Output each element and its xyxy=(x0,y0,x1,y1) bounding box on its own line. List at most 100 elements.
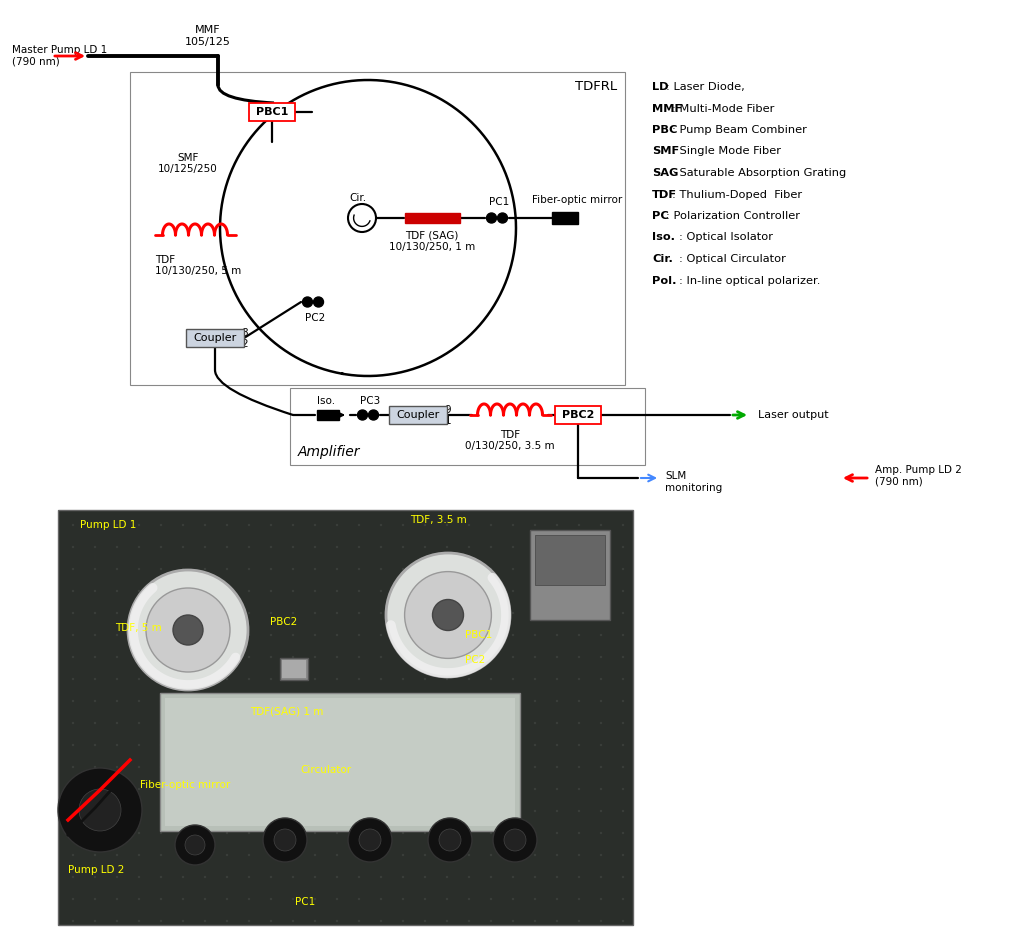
Circle shape xyxy=(72,920,74,922)
Bar xyxy=(249,103,295,121)
Circle shape xyxy=(600,788,602,791)
Circle shape xyxy=(401,766,404,768)
Circle shape xyxy=(600,722,602,724)
Circle shape xyxy=(116,876,118,878)
Circle shape xyxy=(489,634,493,637)
Circle shape xyxy=(138,788,140,791)
Circle shape xyxy=(336,920,338,922)
Circle shape xyxy=(489,700,493,702)
Circle shape xyxy=(269,590,272,593)
Circle shape xyxy=(468,854,470,856)
Circle shape xyxy=(380,854,382,856)
Text: MMF: MMF xyxy=(196,25,221,35)
Circle shape xyxy=(138,744,140,747)
Circle shape xyxy=(269,832,272,834)
Text: Cir.: Cir. xyxy=(349,193,367,203)
Circle shape xyxy=(380,809,382,812)
Circle shape xyxy=(116,700,118,702)
Circle shape xyxy=(204,854,206,856)
Circle shape xyxy=(489,612,493,614)
Circle shape xyxy=(489,524,493,526)
Circle shape xyxy=(401,876,404,878)
Circle shape xyxy=(248,546,250,548)
Circle shape xyxy=(380,634,382,637)
Circle shape xyxy=(556,634,558,637)
Circle shape xyxy=(468,809,470,812)
Text: Iso.: Iso. xyxy=(317,396,335,406)
Circle shape xyxy=(534,568,537,570)
Circle shape xyxy=(138,700,140,702)
Circle shape xyxy=(534,655,537,658)
Text: : Optical Isolator: : Optical Isolator xyxy=(679,233,773,242)
Text: 9: 9 xyxy=(444,405,452,415)
Circle shape xyxy=(182,678,184,680)
Circle shape xyxy=(313,546,316,548)
Circle shape xyxy=(512,634,514,637)
Circle shape xyxy=(94,722,96,724)
Circle shape xyxy=(600,744,602,747)
Circle shape xyxy=(357,876,360,878)
Circle shape xyxy=(72,612,74,614)
Circle shape xyxy=(248,788,250,791)
Circle shape xyxy=(94,612,96,614)
Circle shape xyxy=(556,722,558,724)
Circle shape xyxy=(534,678,537,680)
Circle shape xyxy=(226,832,228,834)
Bar xyxy=(186,329,244,347)
Circle shape xyxy=(292,898,294,901)
Circle shape xyxy=(226,854,228,856)
Circle shape xyxy=(622,612,625,614)
Circle shape xyxy=(445,788,449,791)
Circle shape xyxy=(357,590,360,593)
Circle shape xyxy=(58,768,142,852)
Circle shape xyxy=(226,546,228,548)
Circle shape xyxy=(138,634,140,637)
Text: Circulator: Circulator xyxy=(300,765,351,775)
Text: : In-line optical polarizer.: : In-line optical polarizer. xyxy=(679,275,820,285)
Text: (790 nm): (790 nm) xyxy=(12,57,59,67)
Circle shape xyxy=(94,854,96,856)
Circle shape xyxy=(600,832,602,834)
Circle shape xyxy=(556,832,558,834)
Circle shape xyxy=(182,524,184,526)
Circle shape xyxy=(357,854,360,856)
Circle shape xyxy=(72,700,74,702)
Circle shape xyxy=(226,590,228,593)
Circle shape xyxy=(556,546,558,548)
Text: Fiber-optic mirror: Fiber-optic mirror xyxy=(531,195,623,205)
Circle shape xyxy=(380,788,382,791)
Circle shape xyxy=(72,568,74,570)
Circle shape xyxy=(380,546,382,548)
Text: Coupler: Coupler xyxy=(194,333,237,343)
Circle shape xyxy=(380,766,382,768)
Circle shape xyxy=(336,634,338,637)
Circle shape xyxy=(313,766,316,768)
Circle shape xyxy=(534,854,537,856)
Circle shape xyxy=(226,524,228,526)
Text: PBC1: PBC1 xyxy=(465,630,493,640)
Circle shape xyxy=(489,590,493,593)
Circle shape xyxy=(116,832,118,834)
Circle shape xyxy=(357,634,360,637)
Circle shape xyxy=(313,612,316,614)
Circle shape xyxy=(226,920,228,922)
Text: PC3: PC3 xyxy=(359,396,380,406)
Text: (790 nm): (790 nm) xyxy=(874,477,923,487)
Circle shape xyxy=(622,788,625,791)
Circle shape xyxy=(445,898,449,901)
Bar xyxy=(58,510,633,925)
Circle shape xyxy=(182,766,184,768)
Circle shape xyxy=(248,655,250,658)
Circle shape xyxy=(94,898,96,901)
Circle shape xyxy=(292,766,294,768)
Circle shape xyxy=(94,744,96,747)
Circle shape xyxy=(182,788,184,791)
Bar xyxy=(290,388,645,465)
Circle shape xyxy=(489,655,493,658)
Circle shape xyxy=(138,590,140,593)
Text: PC2: PC2 xyxy=(305,313,326,323)
Circle shape xyxy=(600,876,602,878)
Circle shape xyxy=(313,832,316,834)
Circle shape xyxy=(138,854,140,856)
Circle shape xyxy=(578,634,581,637)
